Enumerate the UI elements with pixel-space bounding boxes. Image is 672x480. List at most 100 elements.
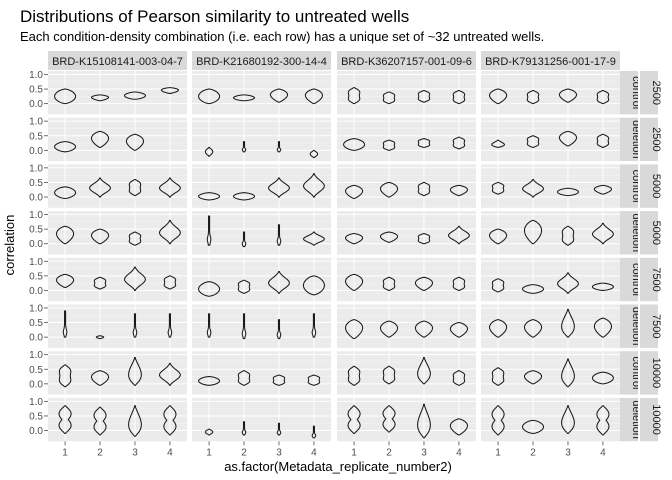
violin-mark <box>596 405 610 436</box>
y-tick-label: 1.0 <box>29 303 43 314</box>
violin-mark <box>379 320 399 338</box>
facet-panel-background <box>337 257 476 302</box>
x-tick-label: 1 <box>62 447 68 458</box>
row-strip-density-label: 7500 <box>650 314 662 338</box>
row-strip-condition-label: control <box>630 170 642 203</box>
violin-mark <box>124 266 146 291</box>
violin-mark <box>128 231 142 246</box>
violin-mark <box>382 91 396 105</box>
violin-mark <box>347 87 361 105</box>
violin-mark <box>158 219 181 245</box>
row-strip-condition <box>620 304 638 348</box>
violin-mark <box>521 419 545 434</box>
x-tick-label: 3 <box>421 447 427 458</box>
facet-panel-background <box>192 397 331 442</box>
violin-mark <box>93 406 107 436</box>
row-strip-condition-group: control <box>630 356 638 389</box>
violin-mark <box>449 322 468 338</box>
row-strip-condition <box>620 71 638 115</box>
row-strip-condition <box>620 117 638 162</box>
row-strip-density <box>640 117 658 162</box>
violin-mark <box>58 405 72 434</box>
row-strip-condition-group: deletion <box>630 307 642 346</box>
row-strip-density <box>640 211 658 255</box>
column-strip <box>481 51 620 70</box>
row-strip-condition <box>620 164 638 208</box>
row-strip-density-label: 5000 <box>650 221 662 245</box>
row-strip-condition-label: control <box>630 76 642 109</box>
x-tick-label: 2 <box>241 447 247 458</box>
y-tick-label: 0.5 <box>29 411 43 422</box>
violin-mark <box>204 146 214 157</box>
row-strip-condition-group: deletion <box>630 400 642 439</box>
violin-mark <box>447 225 470 245</box>
row-strip-condition-group: deletion <box>630 214 638 253</box>
y-tick-label: 0.0 <box>29 286 43 297</box>
violin-mark <box>128 179 142 197</box>
row-strip-density-label: 7500 <box>650 267 662 291</box>
y-axis-title: correlation <box>2 215 17 276</box>
facet-grid: BRD-K15108141-003-04-7 BRD-K21680192-300-… <box>29 51 662 458</box>
facet-panel-background <box>48 71 187 115</box>
x-tick-label: 2 <box>530 447 536 458</box>
violin-mark <box>561 358 575 388</box>
y-tick-label: 0.5 <box>29 131 43 142</box>
facet-panel-background <box>337 164 476 208</box>
violin-mark <box>491 139 505 148</box>
violin-mark <box>556 187 580 197</box>
x-tick-label: 3 <box>132 447 138 458</box>
violin-mark <box>302 173 325 198</box>
violin-mark <box>491 405 505 436</box>
violin-mark <box>198 376 221 386</box>
row-strip-condition-label: deletion <box>630 400 642 439</box>
violin-mark <box>206 215 212 246</box>
y-tick-label: 0.0 <box>29 379 43 390</box>
violin-mark <box>241 421 247 436</box>
x-tick-label: 4 <box>600 447 606 458</box>
facet-panel-background <box>192 304 331 348</box>
facet-panel-background <box>481 397 620 442</box>
violin-mark <box>414 276 434 291</box>
violin-mark <box>347 365 361 386</box>
violin-mark <box>452 89 466 105</box>
violin-mark <box>491 278 505 293</box>
violin-mark <box>268 177 290 198</box>
violin-mark <box>311 425 317 439</box>
violin-mark <box>89 177 111 198</box>
row-strip-condition <box>620 351 638 395</box>
facet-panel-background <box>481 117 620 162</box>
violin-mark <box>276 319 282 340</box>
violin-mark <box>62 310 68 338</box>
violin-mark <box>596 89 610 105</box>
violin-mark <box>521 284 545 294</box>
violin-mark <box>417 181 431 197</box>
violin-mark <box>93 276 107 290</box>
x-axis-title: as.factor(Metadata_replicate_number2) <box>224 459 452 474</box>
row-strip-condition-label: deletion <box>630 120 642 159</box>
y-tick-label: 1.0 <box>29 350 43 361</box>
y-tick-label: 1.0 <box>29 70 43 81</box>
y-tick-label: 0.0 <box>29 239 43 250</box>
violin-mark <box>158 177 181 198</box>
violin-mark <box>522 179 544 198</box>
x-tick-label: 1 <box>495 447 501 458</box>
violin-mark <box>233 192 256 201</box>
facet-panel-background <box>192 211 331 255</box>
violin-mark <box>414 320 434 338</box>
violin-mark <box>241 141 247 153</box>
violin-mark <box>558 130 578 147</box>
row-strip-density <box>640 304 658 348</box>
facet-panel-background <box>192 164 331 208</box>
row-strip-condition-label: deletion <box>630 307 642 346</box>
violin-mark <box>309 149 319 159</box>
violin-mark <box>241 231 247 248</box>
violin-mark <box>593 317 612 338</box>
violin-mark <box>557 272 579 294</box>
facet-panel-background <box>192 71 331 115</box>
column-strip <box>48 51 187 70</box>
violin-mark <box>56 225 75 245</box>
violin-mark <box>204 428 214 436</box>
row-strip-condition <box>620 397 638 442</box>
violin-mark <box>449 184 468 197</box>
violin-mark <box>54 141 77 153</box>
